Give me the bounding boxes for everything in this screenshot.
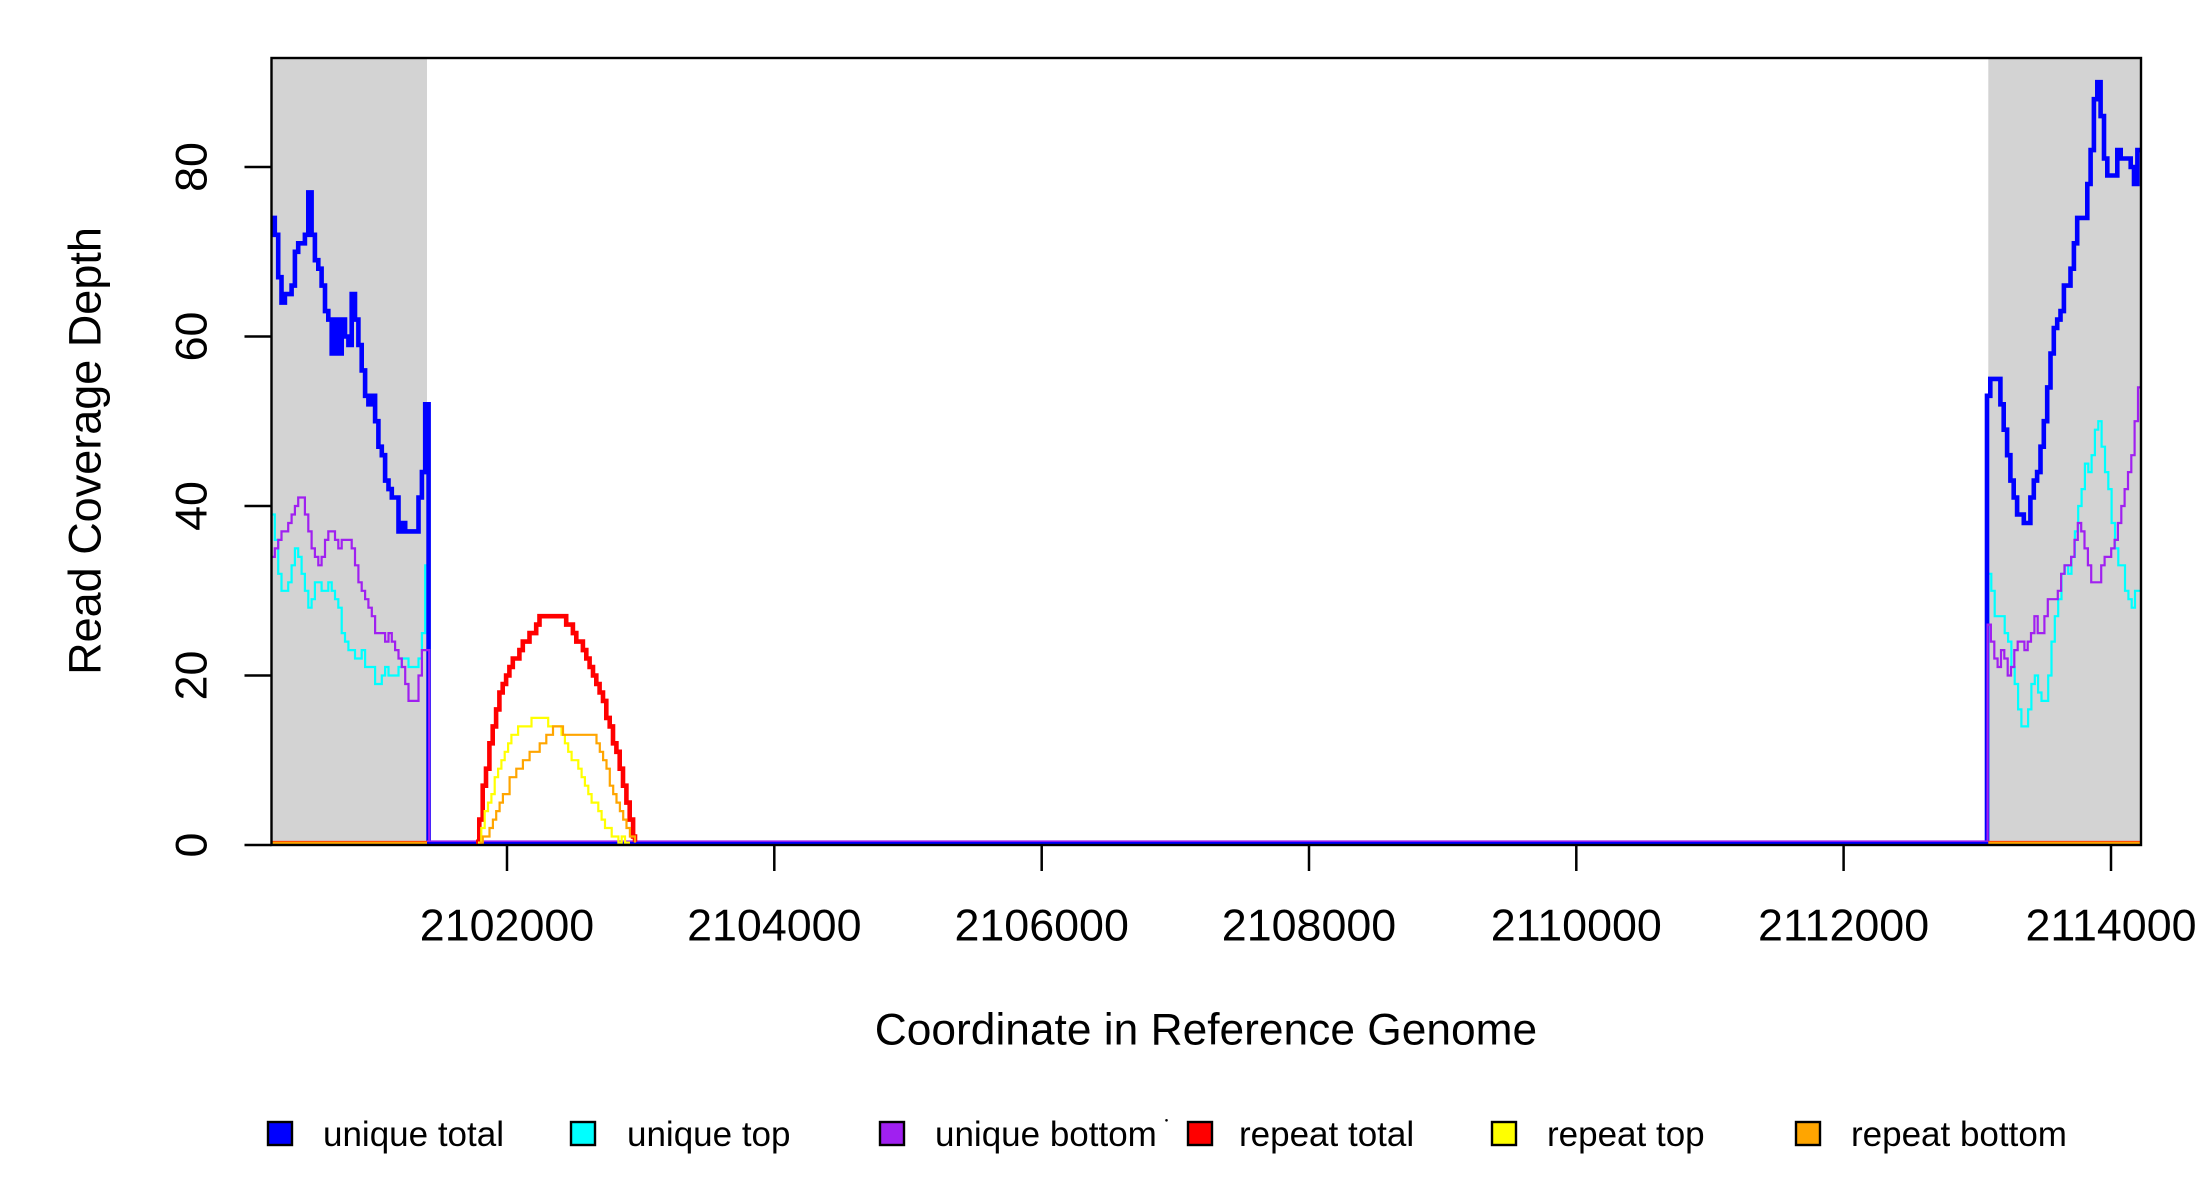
svg-text:40: 40 <box>167 481 217 531</box>
svg-text:2106000: 2106000 <box>954 901 1128 951</box>
svg-text:2110000: 2110000 <box>1491 901 1662 951</box>
svg-text:2104000: 2104000 <box>687 901 861 951</box>
svg-text:80: 80 <box>167 142 217 192</box>
svg-text:2112000: 2112000 <box>1758 901 1929 951</box>
svg-text:0: 0 <box>167 833 217 858</box>
svg-text:Read Coverage Depth: Read Coverage Depth <box>60 227 111 675</box>
svg-text:repeat top: repeat top <box>1547 1115 1705 1154</box>
svg-text:repeat total: repeat total <box>1239 1115 1414 1154</box>
svg-text:20: 20 <box>167 651 217 701</box>
svg-text:Coordinate in Reference Genome: Coordinate in Reference Genome <box>875 1006 1537 1055</box>
svg-text:2114000: 2114000 <box>2025 901 2196 951</box>
svg-text:2102000: 2102000 <box>420 901 594 951</box>
svg-text:unique top: unique top <box>627 1115 790 1154</box>
svg-text:60: 60 <box>167 312 217 362</box>
svg-text:unique bottom: unique bottom <box>935 1115 1157 1154</box>
svg-text:repeat bottom: repeat bottom <box>1851 1115 2067 1154</box>
svg-text:unique total: unique total <box>323 1115 504 1154</box>
svg-text:2108000: 2108000 <box>1222 901 1396 951</box>
